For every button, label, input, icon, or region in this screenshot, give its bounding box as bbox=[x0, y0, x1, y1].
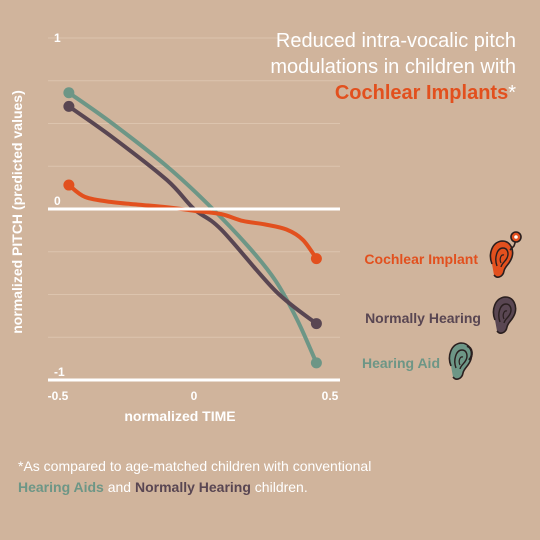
y-tick-label-2: -1 bbox=[54, 365, 65, 379]
x-tick-label-2: 0.5 bbox=[322, 389, 339, 403]
axis-layer: -0.5 0 0.5 1 0 -1 normalized TIME normalized PI… bbox=[9, 31, 340, 424]
series-layer bbox=[63, 87, 322, 369]
series-line-hearing-aid bbox=[66, 90, 319, 365]
series-end-point-hearing-aid bbox=[310, 357, 322, 369]
series-line-normally-hearing bbox=[66, 104, 319, 326]
legend-label-cochlear-implant: Cochlear Implant bbox=[364, 251, 478, 267]
x-tick-label-1: 0 bbox=[191, 389, 198, 403]
footnote-normally-hearing: Normally Hearing bbox=[134, 479, 251, 495]
normally-hearing-ear-icon bbox=[492, 296, 517, 334]
cochlear-implant-ear-icon bbox=[489, 231, 522, 278]
legend-label-hearing-aid: Hearing Aid bbox=[361, 355, 440, 371]
x-tick-label-0: -0.5 bbox=[48, 389, 69, 403]
footnote-prefix: *As compared to age-matched children wit… bbox=[18, 458, 372, 474]
legend-icons bbox=[448, 231, 522, 380]
x-axis-label: normalized TIME bbox=[124, 408, 235, 424]
series-end-point-normally-hearing bbox=[310, 318, 322, 330]
footnote-hearing-aids: Hearing Aids bbox=[18, 479, 104, 495]
series-line-cochlear-implant bbox=[66, 183, 319, 261]
title-highlight: Cochlear Implants bbox=[334, 82, 509, 104]
y-axis-label: normalized PITCH (predicted values) bbox=[9, 90, 25, 334]
series-start-point-normally-hearing bbox=[63, 100, 75, 112]
series-start-point-hearing-aid bbox=[63, 87, 75, 99]
legend-label-normally-hearing: Normally Hearing bbox=[365, 310, 481, 326]
y-tick-label-0: 1 bbox=[54, 31, 61, 45]
title-line-1: Reduced intra-vocalic pitch bbox=[275, 30, 516, 52]
title-asterisk: * bbox=[508, 82, 516, 104]
series-start-point-cochlear-implant bbox=[63, 179, 75, 191]
chart-title: Reduced intra-vocalic pitch modulations … bbox=[196, 28, 516, 106]
footnote-and: and bbox=[103, 479, 135, 495]
y-tick-label-1: 0 bbox=[54, 194, 61, 208]
title-line-3: Cochlear Implants* bbox=[196, 80, 516, 106]
footnote: *As compared to age-matched children wit… bbox=[18, 456, 518, 498]
footnote-suffix: children. bbox=[250, 479, 308, 495]
series-end-point-cochlear-implant bbox=[310, 253, 322, 265]
title-line-2: modulations in children with bbox=[270, 56, 516, 78]
hearing-aid-ear-icon bbox=[448, 342, 473, 380]
